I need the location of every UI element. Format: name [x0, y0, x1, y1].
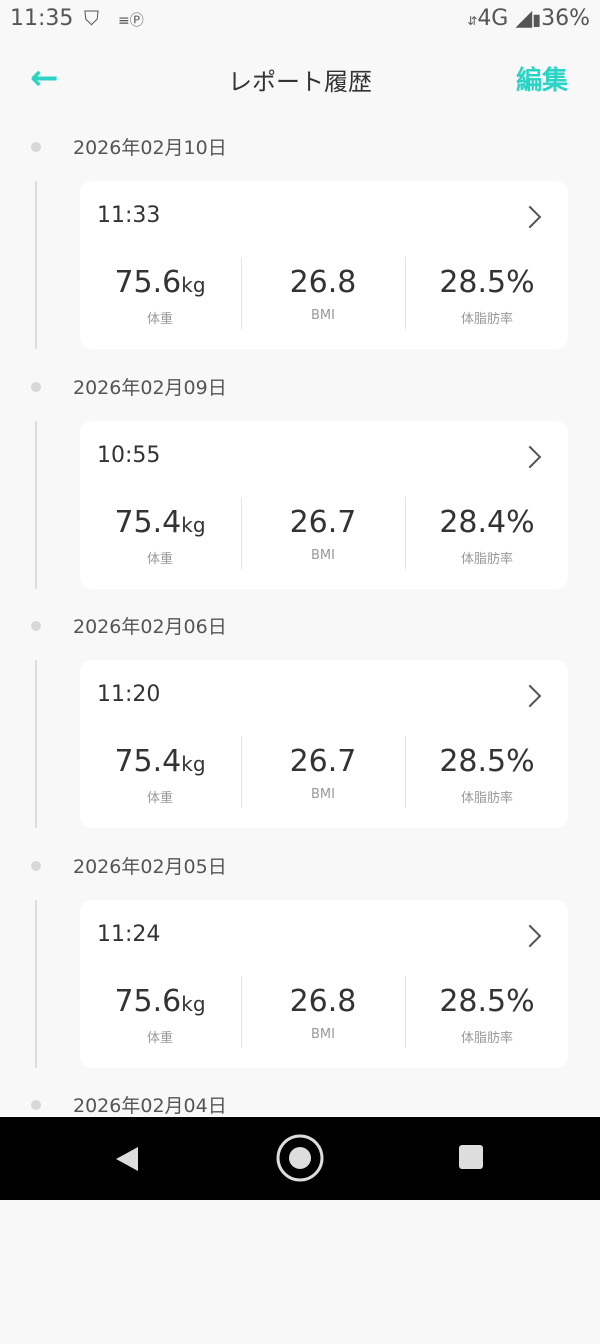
timeline-line: [35, 181, 37, 349]
signal-icon: ◢: [515, 6, 533, 31]
fat-metric: 28.5% 体脂肪率: [407, 744, 567, 806]
timeline-line: [35, 899, 37, 1068]
data-arrows-icon: ⇵: [467, 14, 478, 28]
fat-metric: 28.5% 体脂肪率: [407, 265, 567, 327]
report-date: 2026年02月05日: [73, 855, 227, 878]
report-group: 2026年02月06日 11:20 75.4kg 体重 26.7 BMI 28.5%…: [0, 616, 600, 865]
divider: [405, 975, 406, 1048]
bmi-value: 26.7: [289, 744, 357, 779]
status-right: ⇵4G ◢▮36%: [467, 6, 590, 31]
report-group: 2026年02月10日 11:33 75.6kg 体重 26.8 BMI 28.5%…: [0, 137, 600, 386]
fat-value: 28.5%: [439, 983, 535, 1019]
report-card[interactable]: 11:33 75.6kg 体重 26.8 BMI 28.5% 体脂肪率: [80, 181, 568, 349]
fat-metric: 28.4% 体脂肪率: [407, 505, 567, 567]
report-date: 2026年02月04日: [73, 1095, 227, 1117]
back-arrow-icon[interactable]: ←: [30, 58, 59, 98]
weight-metric: 75.6kg 体重: [80, 984, 240, 1046]
report-group: 2026年02月04日: [0, 1095, 600, 1344]
divider: [241, 736, 242, 808]
timeline-dot: [31, 142, 41, 152]
weight-metric: 75.4kg 体重: [80, 505, 240, 567]
weight-unit: kg: [181, 991, 206, 1016]
bmi-metric: 26.7 BMI: [243, 744, 403, 802]
fat-metric: 28.5% 体脂肪率: [407, 984, 567, 1046]
battery-level: 36%: [541, 6, 590, 31]
report-time: 10:55: [97, 442, 161, 468]
weight-label: 体重: [146, 1030, 173, 1046]
report-time: 11:20: [97, 682, 161, 707]
bmi-metric: 26.8 BMI: [243, 984, 403, 1042]
weight-metric: 75.6kg 体重: [80, 265, 240, 327]
divider: [241, 975, 242, 1048]
timeline-line: [35, 420, 37, 589]
report-date: 2026年02月09日: [73, 376, 227, 399]
parking-icon: ≡Ⓟ: [118, 13, 144, 29]
app-header: ← レポート履歴 編集: [0, 50, 600, 106]
timeline-dot: [31, 381, 41, 392]
bmi-metric: 26.7 BMI: [243, 505, 403, 563]
weight-label: 体重: [146, 791, 173, 806]
status-time: 11:35: [10, 6, 74, 31]
report-group: 2026年02月09日 10:55 75.4kg 体重 26.7 BMI 28.4%…: [0, 377, 600, 626]
report-time: 11:24: [97, 921, 161, 947]
fat-value: 28.5%: [439, 744, 535, 779]
report-card[interactable]: 11:24 75.6kg 体重 26.8 BMI 28.5% 体脂肪率: [80, 899, 568, 1068]
report-group: 2026年02月05日 11:24 75.6kg 体重 26.8 BMI 28.5%…: [0, 856, 600, 1105]
chevron-right-icon[interactable]: [518, 684, 542, 708]
bmi-label: BMI: [311, 1026, 335, 1042]
bmi-value: 26.8: [289, 265, 357, 300]
report-card[interactable]: 11:20 75.4kg 体重 26.7 BMI 28.5% 体脂肪率: [80, 660, 568, 828]
timeline-dot: [31, 1100, 41, 1110]
weight-label: 体重: [146, 551, 173, 567]
divider: [405, 496, 406, 569]
weight-value: 75.4: [114, 744, 182, 779]
timeline-dot: [31, 860, 41, 871]
edit-button[interactable]: 編集: [515, 66, 568, 96]
report-card[interactable]: 10:55 75.4kg 体重 26.7 BMI 28.4% 体脂肪率: [80, 420, 568, 589]
divider: [405, 257, 406, 329]
bmi-label: BMI: [311, 308, 335, 323]
fat-label: 体脂肪率: [460, 791, 513, 806]
network-type: 4G: [477, 6, 509, 31]
weight-unit: kg: [181, 752, 206, 776]
timeline-line: [35, 660, 37, 828]
bmi-metric: 26.8 BMI: [243, 265, 403, 323]
weight-label: 体重: [146, 312, 173, 327]
fat-value: 28.5%: [439, 265, 535, 300]
bmi-value: 26.8: [289, 983, 357, 1019]
recents-nav-icon[interactable]: [459, 1145, 485, 1171]
weight-value: 75.6: [114, 265, 182, 300]
bmi-label: BMI: [311, 547, 335, 563]
home-nav-icon[interactable]: [275, 1133, 325, 1183]
fat-label: 体脂肪率: [460, 1030, 513, 1046]
report-time: 11:33: [97, 203, 161, 228]
fat-value: 28.4%: [439, 504, 535, 540]
status-bar: 11:35 ⛉ ≡Ⓟ ⇵4G ◢▮36%: [0, 0, 600, 40]
chevron-right-icon[interactable]: [518, 924, 542, 947]
chevron-right-icon[interactable]: [518, 205, 542, 229]
divider: [405, 736, 406, 808]
divider: [241, 496, 242, 569]
divider: [241, 257, 242, 329]
chevron-right-icon[interactable]: [518, 445, 542, 468]
weight-value: 75.6: [114, 983, 182, 1019]
weight-value: 75.4: [114, 504, 182, 540]
fat-label: 体脂肪率: [460, 312, 513, 327]
navigation-bar: [0, 1117, 600, 1200]
back-nav-icon[interactable]: [112, 1139, 140, 1179]
page-title: レポート履歴: [228, 68, 372, 96]
report-date: 2026年02月06日: [73, 616, 227, 638]
battery-icon: ▮: [532, 10, 542, 29]
fat-label: 体脂肪率: [460, 551, 513, 567]
report-date: 2026年02月10日: [73, 137, 227, 159]
timeline-dot: [31, 621, 41, 631]
bmi-label: BMI: [311, 787, 335, 802]
shield-icon: ⛉: [84, 6, 99, 30]
bmi-value: 26.7: [289, 504, 357, 540]
weight-unit: kg: [181, 273, 206, 297]
weight-unit: kg: [181, 512, 206, 537]
weight-metric: 75.4kg 体重: [80, 744, 240, 806]
